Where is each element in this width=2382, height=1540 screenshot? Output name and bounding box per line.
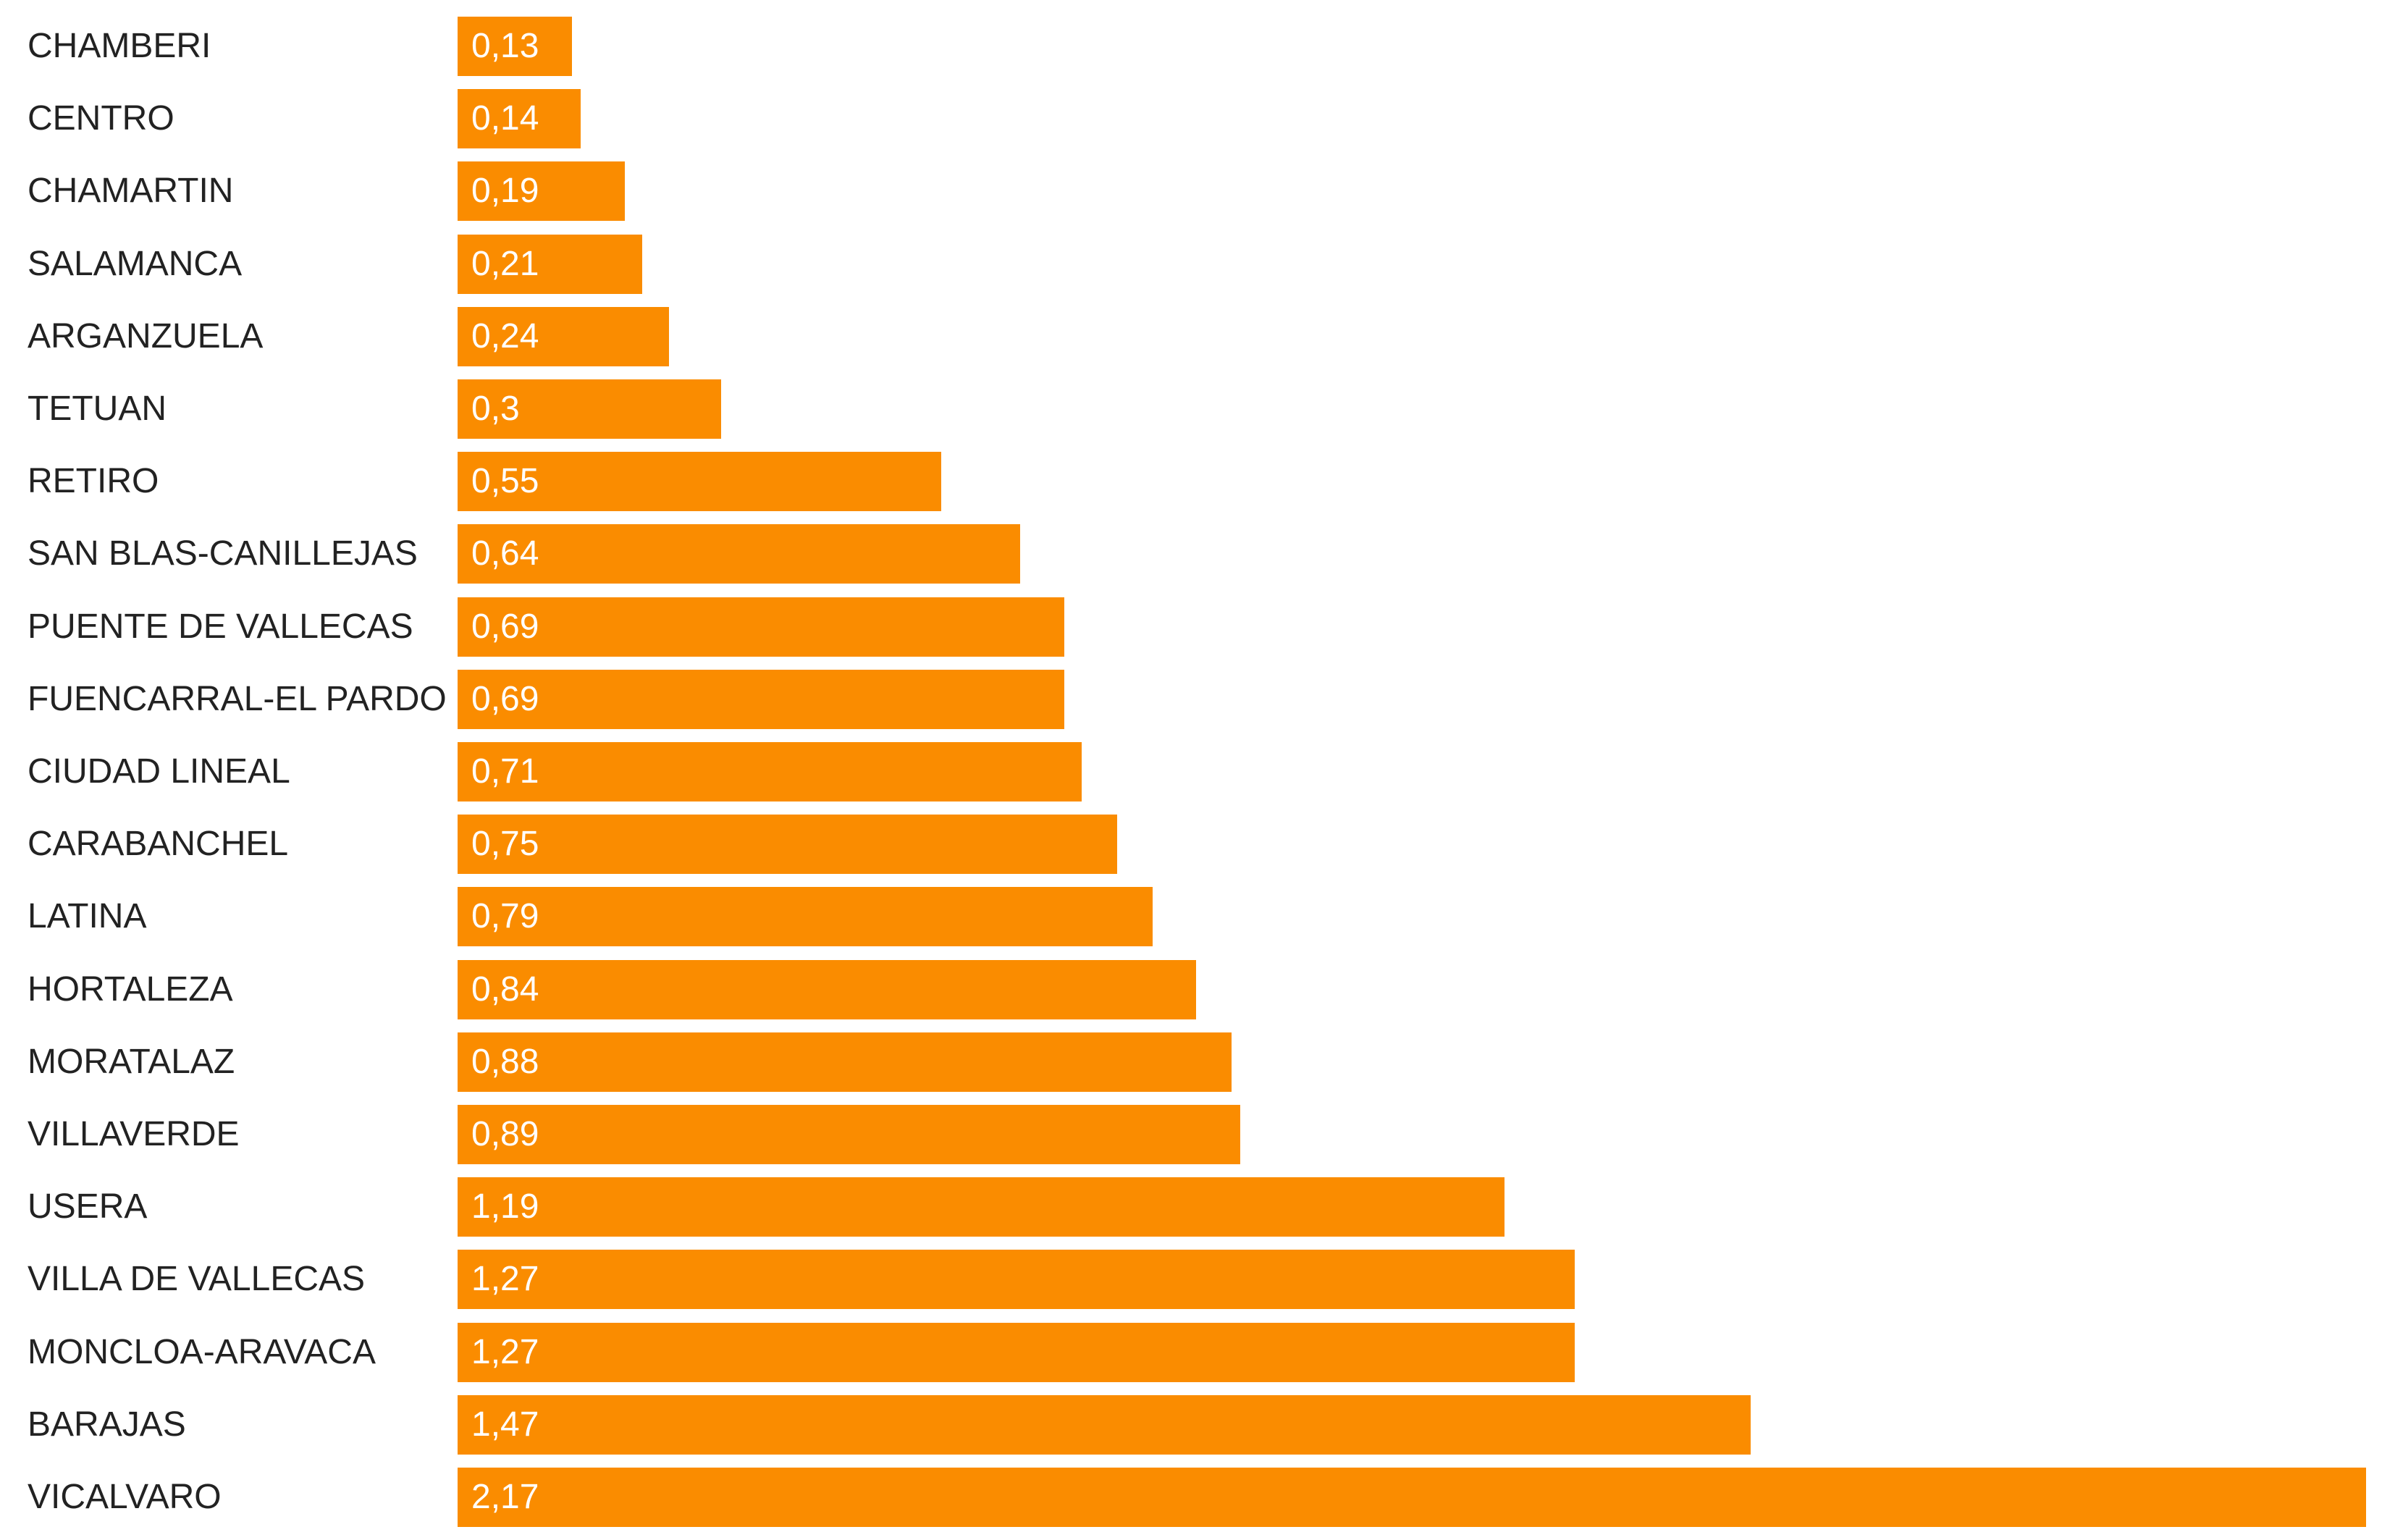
value-label: 0,19 xyxy=(471,172,539,211)
bar xyxy=(458,524,1020,584)
category-label: CHAMBERI xyxy=(28,27,211,65)
value-label: 0,14 xyxy=(471,99,539,138)
category-label: MONCLOA-ARAVACA xyxy=(28,1332,376,1371)
category-label: CHAMARTIN xyxy=(28,172,234,211)
value-label: 0,75 xyxy=(471,825,539,864)
bar xyxy=(458,669,1064,729)
bar xyxy=(458,959,1196,1019)
category-label: SALAMANCA xyxy=(28,244,243,283)
category-label: USERA xyxy=(28,1187,148,1226)
category-label: PUENTE DE VALLECAS xyxy=(28,607,413,646)
value-label: 0,88 xyxy=(471,1042,539,1081)
value-label: 0,69 xyxy=(471,607,539,646)
bar xyxy=(458,597,1064,657)
bar xyxy=(458,887,1153,947)
category-label: CARABANCHEL xyxy=(28,825,289,864)
value-label: 0,24 xyxy=(471,316,539,355)
value-label: 2,17 xyxy=(471,1478,539,1516)
bar xyxy=(458,1105,1240,1164)
value-label: 1,47 xyxy=(471,1405,539,1444)
bar xyxy=(458,815,1117,875)
category-label: MORATALAZ xyxy=(28,1042,235,1081)
category-label: RETIRO xyxy=(28,462,159,501)
value-label: 0,13 xyxy=(471,27,539,65)
bar xyxy=(458,1250,1575,1310)
value-label: 0,55 xyxy=(471,462,539,501)
value-label: 1,19 xyxy=(471,1187,539,1226)
category-label: TETUAN xyxy=(28,390,167,428)
bar xyxy=(458,89,581,149)
value-label: 0,64 xyxy=(471,534,539,573)
bar xyxy=(458,306,669,366)
category-label: ARGANZUELA xyxy=(28,316,264,355)
value-label: 0,79 xyxy=(471,897,539,936)
bar xyxy=(458,379,721,439)
bar xyxy=(458,1032,1232,1092)
value-label: 0,69 xyxy=(471,679,539,718)
value-label: 0,21 xyxy=(471,244,539,283)
category-label: BARAJAS xyxy=(28,1405,186,1444)
bar xyxy=(458,161,625,222)
bar xyxy=(458,1322,1575,1382)
bar xyxy=(458,742,1082,801)
category-label: VILLA DE VALLECAS xyxy=(28,1260,366,1299)
value-label: 0,71 xyxy=(471,752,539,791)
value-label: 1,27 xyxy=(471,1260,539,1299)
category-label: SAN BLAS-CANILLEJAS xyxy=(28,534,418,573)
category-label: FUENCARRAL-EL PARDO xyxy=(28,679,447,718)
category-label: HORTALEZA xyxy=(28,969,233,1009)
value-label: 0,89 xyxy=(471,1115,539,1153)
category-label: VICALVARO xyxy=(28,1478,222,1516)
value-label: 0,3 xyxy=(471,390,520,428)
bar xyxy=(458,1177,1504,1237)
category-label: LATINA xyxy=(28,897,147,936)
bar xyxy=(458,234,642,294)
category-label: CENTRO xyxy=(28,99,174,138)
value-label: 1,27 xyxy=(471,1332,539,1371)
category-label: VILLAVERDE xyxy=(28,1115,240,1153)
bar xyxy=(458,452,941,512)
value-label: 0,84 xyxy=(471,969,539,1009)
bar xyxy=(458,1468,2366,1527)
bar xyxy=(458,1394,1751,1455)
category-label: CIUDAD LINEAL xyxy=(28,752,290,791)
bar xyxy=(458,17,572,76)
